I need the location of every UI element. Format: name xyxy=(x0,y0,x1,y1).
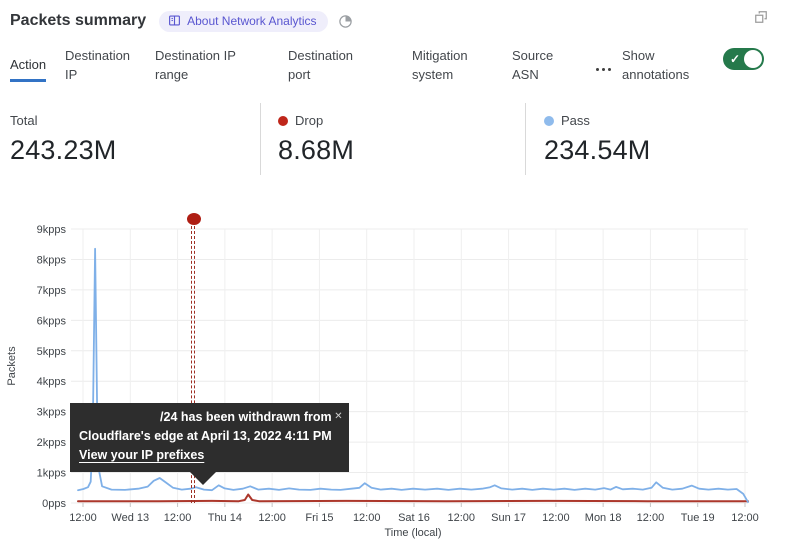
x-tick-label: Sun 17 xyxy=(491,512,526,524)
stat-drop: Drop 8.68M xyxy=(260,103,525,175)
about-badge-label: About Network Analytics xyxy=(187,13,317,28)
y-tick-label: 2kpps xyxy=(37,437,67,449)
popout-window-icon[interactable] xyxy=(754,10,768,29)
packets-chart: 0pps 1kpps 2kpps 3kpps 4kpps 5kpps 6kpps 7kpps 8… xyxy=(0,205,785,555)
toggle-knob xyxy=(744,50,762,68)
stat-pass: Pass 234.54M xyxy=(525,103,775,175)
y-tick-label: 9kpps xyxy=(37,224,67,236)
x-tick-label: 12:00 xyxy=(69,512,97,524)
more-options-icon[interactable] xyxy=(596,68,611,71)
stat-total-value: 243.23M xyxy=(10,135,117,165)
annotation-tooltip: /24 has been withdrawn from Cloudflare's… xyxy=(70,403,349,485)
tooltip-caret xyxy=(190,472,216,485)
stat-pass-label: Pass xyxy=(561,113,590,128)
x-tick-label: Tue 19 xyxy=(681,512,715,524)
x-tick-label: Mon 18 xyxy=(585,512,622,524)
x-tick-label: Wed 13 xyxy=(111,512,149,524)
y-tick-label: 5kpps xyxy=(37,346,67,358)
dimension-tabs: Action Destination IP Destination IP ran… xyxy=(10,44,785,92)
stat-drop-label: Drop xyxy=(295,113,324,128)
tab-source-asn[interactable]: Source ASN xyxy=(512,48,554,82)
y-tick-label: 3kpps xyxy=(37,407,67,419)
time-range-pie-icon[interactable] xyxy=(338,14,353,29)
check-icon: ✓ xyxy=(730,52,741,66)
page-title: Packets summary xyxy=(10,12,147,29)
stat-drop-value: 8.68M xyxy=(278,135,355,165)
y-tick-label: 0pps xyxy=(42,498,66,510)
x-tick-label: Fri 15 xyxy=(305,512,333,524)
annotations-toggle[interactable]: ✓ xyxy=(723,48,764,70)
series-line-drop xyxy=(77,493,749,503)
stat-pass-value: 234.54M xyxy=(544,135,651,165)
header: Packets summary About Network Analytics xyxy=(10,8,353,34)
y-tick-label: 4kpps xyxy=(37,376,67,388)
show-annotations-label: Show annotations xyxy=(622,48,690,82)
annotation-marker-dot[interactable] xyxy=(187,213,201,225)
tooltip-close-icon[interactable]: ✕ xyxy=(334,411,343,422)
pass-legend-dot xyxy=(544,115,554,126)
tab-destination-ip[interactable]: Destination IP xyxy=(65,48,131,82)
x-tick-label: Sat 16 xyxy=(398,512,430,524)
tab-action[interactable]: Action xyxy=(10,55,47,82)
x-tick-label: 12:00 xyxy=(353,512,381,524)
x-tick-label: 12:00 xyxy=(637,512,665,524)
series-line-pass xyxy=(77,247,749,504)
chart-canvas: 0pps 1kpps 2kpps 3kpps 4kpps 5kpps 6kpps 7kpps 8… xyxy=(6,224,759,539)
annotation-dashed-line xyxy=(191,226,195,503)
tab-destination-ip-range[interactable]: Destination IP range xyxy=(155,48,236,82)
x-axis-title: Time (local) xyxy=(384,527,441,539)
tab-destination-port[interactable]: Destination port xyxy=(288,48,354,82)
tab-mitigation-system[interactable]: Mitigation system xyxy=(412,48,468,82)
about-network-analytics-button[interactable]: About Network Analytics xyxy=(159,10,328,32)
stat-total: Total 243.23M xyxy=(10,103,260,175)
x-tick-label: 12:00 xyxy=(258,512,286,524)
y-axis-title: Packets xyxy=(6,346,18,386)
tooltip-text-line1: /24 has been withdrawn from xyxy=(160,410,332,424)
book-icon xyxy=(168,14,181,27)
tooltip-text-line2: Cloudflare's edge at April 13, 2022 4:11… xyxy=(79,429,332,443)
x-tick-label: 12:00 xyxy=(448,512,476,524)
stats-row: Total 243.23M Drop 8.68M Pass 234.54M xyxy=(10,103,775,175)
y-tick-label: 6kpps xyxy=(37,315,67,327)
y-tick-label: 1kpps xyxy=(37,468,67,480)
stat-total-label: Total xyxy=(10,113,38,128)
y-tick-label: 7kpps xyxy=(37,285,67,297)
view-ip-prefixes-link[interactable]: View your IP prefixes xyxy=(79,448,205,462)
x-tick-label: 12:00 xyxy=(542,512,570,524)
x-tick-label: Thu 14 xyxy=(208,512,242,524)
drop-legend-dot xyxy=(278,115,288,126)
x-tick-label: 12:00 xyxy=(731,512,759,524)
x-tick-label: 12:00 xyxy=(164,512,192,524)
y-tick-label: 8kpps xyxy=(37,254,67,266)
